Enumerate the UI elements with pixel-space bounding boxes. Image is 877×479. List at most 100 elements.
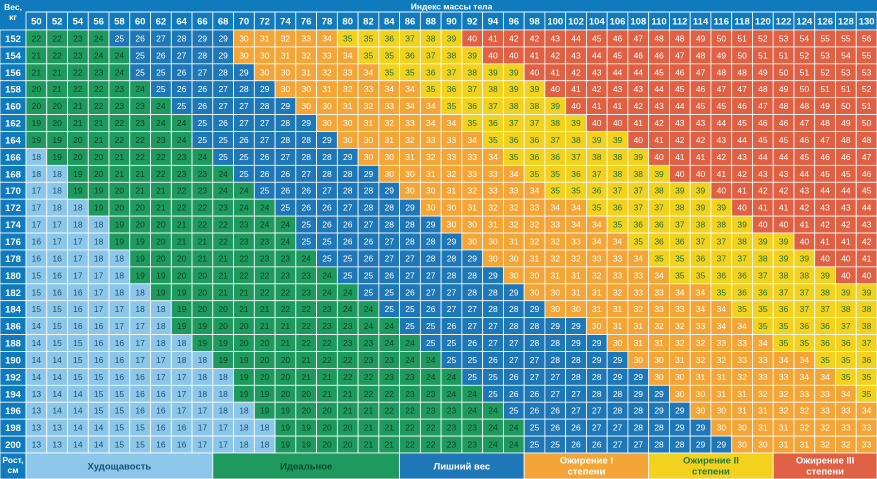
- bmi-value: 25: [177, 101, 187, 111]
- weight-tick-label: 100: [547, 17, 563, 28]
- bmi-value: 24: [177, 135, 187, 145]
- table-row: 186 14 15 16 16 17 17 18 19 19 20 20 21 21 22 23 23 24 24 2…: [0, 317, 877, 335]
- bmi-value: 15: [52, 338, 62, 348]
- bmi-value: 24: [218, 169, 228, 179]
- height-tick-label: 170: [5, 186, 21, 197]
- bmi-value: 19: [177, 287, 187, 297]
- bmi-value: 27: [156, 33, 166, 43]
- bmi-value: 14: [52, 355, 62, 365]
- bmi-value: 26: [198, 84, 208, 94]
- bmi-value: 35: [862, 372, 872, 382]
- bmi-value: 16: [156, 389, 166, 399]
- table-row: 180 15 16 17 17 18 19 19 20 20 21 22 22 23 23 24 25 25 26 2…: [0, 266, 877, 285]
- bmi-value: 20: [52, 118, 62, 128]
- bmi-value: 20: [156, 253, 166, 263]
- bmi-value: 38: [592, 152, 602, 162]
- bmi-value: 16: [94, 338, 104, 348]
- bmi-value: 38: [737, 237, 747, 247]
- bmi-value: 53: [820, 50, 830, 60]
- bmi-value: 20: [301, 389, 311, 399]
- bmi-value: 30: [405, 169, 415, 179]
- bmi-value: 38: [634, 169, 644, 179]
- height-tick-label: 190: [5, 355, 21, 366]
- bmi-value: 20: [322, 406, 332, 416]
- bmi-value: 27: [571, 406, 581, 416]
- bmi-value: 33: [841, 423, 851, 433]
- bmi-value: 35: [447, 101, 457, 111]
- height-tick-label: 172: [5, 203, 21, 214]
- weight-tick-label: 68: [218, 17, 229, 28]
- bmi-value: 37: [675, 220, 685, 230]
- bmi-value: 16: [94, 355, 104, 365]
- bmi-value: 20: [115, 186, 125, 196]
- bmi-value: 30: [530, 287, 540, 297]
- bmi-value: 18: [177, 355, 187, 365]
- bmi-value: 20: [177, 270, 187, 280]
- bmi-value: 29: [592, 338, 602, 348]
- bmi-value: 32: [551, 253, 561, 263]
- bmi-value: 37: [468, 84, 478, 94]
- bmi-value: 37: [737, 253, 747, 263]
- bmi-value: 22: [198, 220, 208, 230]
- bmi-value: 39: [862, 287, 872, 297]
- bmi-value: 46: [696, 84, 706, 94]
- bmi-value: 28: [530, 338, 540, 348]
- bmi-value: 28: [301, 135, 311, 145]
- bmi-value: 31: [301, 67, 311, 77]
- bmi-value: 15: [135, 440, 145, 450]
- bmi-value: 21: [177, 237, 187, 247]
- bmi-value: 27: [426, 270, 436, 280]
- bmi-value: 50: [862, 118, 872, 128]
- bmi-value: 44: [634, 67, 644, 77]
- bmi-value: 31: [634, 321, 644, 331]
- bmi-value: 35: [634, 237, 644, 247]
- bmi-value: 34: [613, 237, 623, 247]
- bmi-value: 39: [592, 135, 602, 145]
- bmi-value: 15: [52, 304, 62, 314]
- bmi-value: 27: [322, 186, 332, 196]
- bmi-value: 48: [737, 67, 747, 77]
- bmi-value: 35: [343, 33, 353, 43]
- bmi-value: 31: [468, 203, 478, 213]
- bmi-value: 16: [52, 270, 62, 280]
- bmi-value: 17: [94, 287, 104, 297]
- bmi-value: 39: [509, 67, 519, 77]
- bmi-value: 35: [551, 169, 561, 179]
- bmi-value: 40: [779, 220, 789, 230]
- bmi-value: 35: [758, 304, 768, 314]
- bmi-value: 28: [468, 270, 478, 280]
- bmi-value: 31: [364, 118, 374, 128]
- table-row: 172 17 18 18 19 20 20 21 22 22 23 24 24 25 26 26 27 28 28 2…: [0, 198, 877, 217]
- bmi-value: 25: [468, 355, 478, 365]
- bmi-value: 22: [260, 270, 270, 280]
- bmi-value: 22: [73, 67, 83, 77]
- bmi-value: 20: [218, 321, 228, 331]
- bmi-value: 44: [841, 186, 851, 196]
- bmi-value: 22: [260, 287, 270, 297]
- bmi-value: 23: [73, 33, 83, 43]
- bmi-value: 48: [654, 33, 664, 43]
- bmi-value: 25: [218, 135, 228, 145]
- bmi-value: 30: [737, 440, 747, 450]
- bmi-value: 32: [592, 270, 602, 280]
- bmi-value: 37: [779, 287, 789, 297]
- height-tick-label: 186: [5, 322, 21, 333]
- bmi-value: 18: [218, 389, 228, 399]
- bmi-value: 53: [779, 33, 789, 43]
- bmi-value: 36: [384, 33, 394, 43]
- bmi-value: 30: [758, 440, 768, 450]
- bmi-value: 34: [551, 203, 561, 213]
- bmi-value: 28: [384, 220, 394, 230]
- bmi-value: 28: [322, 169, 332, 179]
- bmi-value: 26: [468, 338, 478, 348]
- bmi-value: 28: [592, 372, 602, 382]
- bmi-value: 33: [488, 186, 498, 196]
- bmi-value: 46: [779, 118, 789, 128]
- bmi-value: 29: [696, 423, 706, 433]
- bmi-value: 21: [32, 67, 42, 77]
- bmi-value: 17: [198, 406, 208, 416]
- bmi-value: 31: [447, 186, 457, 196]
- bmi-value: 38: [447, 50, 457, 60]
- bmi-value: 45: [841, 169, 851, 179]
- bmi-value: 24: [239, 186, 249, 196]
